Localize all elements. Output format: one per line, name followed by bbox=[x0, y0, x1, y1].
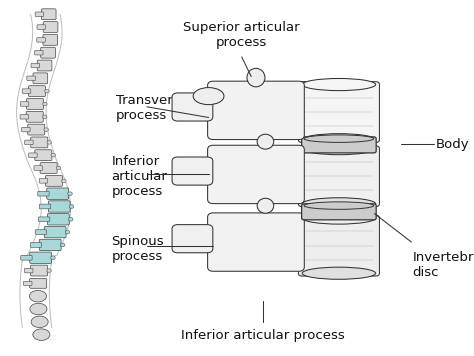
Ellipse shape bbox=[257, 198, 274, 213]
Ellipse shape bbox=[31, 316, 48, 328]
FancyBboxPatch shape bbox=[21, 127, 30, 132]
FancyBboxPatch shape bbox=[27, 124, 45, 135]
Text: Invertebral
disc: Invertebral disc bbox=[412, 251, 474, 279]
FancyBboxPatch shape bbox=[30, 265, 47, 276]
FancyBboxPatch shape bbox=[41, 9, 56, 20]
Ellipse shape bbox=[304, 202, 374, 209]
FancyBboxPatch shape bbox=[39, 179, 48, 183]
Ellipse shape bbox=[47, 269, 51, 272]
FancyBboxPatch shape bbox=[299, 82, 379, 142]
FancyBboxPatch shape bbox=[299, 146, 379, 206]
Ellipse shape bbox=[69, 205, 74, 208]
FancyBboxPatch shape bbox=[30, 252, 52, 263]
Ellipse shape bbox=[68, 192, 72, 195]
Text: Spinous
process: Spinous process bbox=[111, 235, 164, 263]
FancyBboxPatch shape bbox=[26, 111, 43, 122]
Ellipse shape bbox=[302, 198, 375, 210]
FancyBboxPatch shape bbox=[43, 35, 58, 45]
FancyBboxPatch shape bbox=[35, 150, 52, 161]
Ellipse shape bbox=[65, 230, 70, 234]
Ellipse shape bbox=[51, 256, 55, 260]
FancyBboxPatch shape bbox=[35, 12, 44, 16]
FancyBboxPatch shape bbox=[44, 226, 66, 238]
FancyBboxPatch shape bbox=[47, 188, 69, 199]
FancyBboxPatch shape bbox=[301, 137, 376, 153]
FancyBboxPatch shape bbox=[24, 268, 33, 273]
Ellipse shape bbox=[45, 89, 49, 93]
FancyBboxPatch shape bbox=[22, 89, 31, 93]
FancyBboxPatch shape bbox=[301, 204, 376, 220]
FancyBboxPatch shape bbox=[27, 76, 36, 80]
Ellipse shape bbox=[193, 88, 224, 105]
FancyBboxPatch shape bbox=[35, 230, 46, 235]
Ellipse shape bbox=[68, 218, 73, 221]
FancyBboxPatch shape bbox=[28, 153, 37, 157]
Ellipse shape bbox=[42, 115, 47, 119]
FancyBboxPatch shape bbox=[21, 255, 32, 260]
Ellipse shape bbox=[29, 290, 46, 302]
Ellipse shape bbox=[33, 329, 50, 340]
FancyBboxPatch shape bbox=[172, 93, 213, 121]
FancyBboxPatch shape bbox=[28, 86, 46, 96]
FancyBboxPatch shape bbox=[37, 38, 46, 42]
Ellipse shape bbox=[302, 267, 375, 279]
Ellipse shape bbox=[257, 134, 274, 149]
Ellipse shape bbox=[43, 102, 47, 106]
FancyBboxPatch shape bbox=[39, 239, 61, 251]
FancyBboxPatch shape bbox=[299, 215, 379, 276]
FancyBboxPatch shape bbox=[35, 51, 43, 55]
FancyBboxPatch shape bbox=[31, 63, 39, 68]
FancyBboxPatch shape bbox=[31, 137, 48, 148]
FancyBboxPatch shape bbox=[37, 60, 52, 71]
Ellipse shape bbox=[47, 141, 52, 144]
FancyBboxPatch shape bbox=[38, 191, 49, 196]
FancyBboxPatch shape bbox=[34, 166, 43, 170]
FancyBboxPatch shape bbox=[43, 22, 58, 32]
Ellipse shape bbox=[44, 128, 48, 131]
FancyBboxPatch shape bbox=[41, 47, 55, 58]
FancyBboxPatch shape bbox=[48, 201, 70, 212]
FancyBboxPatch shape bbox=[47, 214, 69, 225]
Ellipse shape bbox=[247, 68, 265, 87]
FancyBboxPatch shape bbox=[172, 225, 213, 253]
FancyBboxPatch shape bbox=[24, 281, 32, 286]
FancyBboxPatch shape bbox=[33, 73, 48, 84]
Text: Body: Body bbox=[436, 138, 470, 151]
Text: Transverse
process: Transverse process bbox=[116, 94, 188, 122]
FancyBboxPatch shape bbox=[30, 242, 42, 247]
Ellipse shape bbox=[62, 179, 66, 183]
FancyBboxPatch shape bbox=[37, 25, 46, 29]
Ellipse shape bbox=[304, 135, 374, 142]
Ellipse shape bbox=[30, 303, 47, 315]
FancyBboxPatch shape bbox=[27, 99, 44, 109]
Text: Inferior articular process: Inferior articular process bbox=[181, 329, 345, 342]
FancyBboxPatch shape bbox=[40, 163, 57, 173]
Text: Superior articular
process: Superior articular process bbox=[183, 21, 300, 49]
FancyBboxPatch shape bbox=[20, 102, 29, 106]
Ellipse shape bbox=[51, 153, 55, 157]
FancyBboxPatch shape bbox=[46, 176, 63, 186]
Ellipse shape bbox=[60, 243, 65, 247]
FancyBboxPatch shape bbox=[38, 217, 50, 222]
FancyBboxPatch shape bbox=[30, 278, 47, 288]
FancyBboxPatch shape bbox=[208, 213, 304, 271]
FancyBboxPatch shape bbox=[39, 204, 51, 209]
FancyBboxPatch shape bbox=[25, 140, 33, 145]
Ellipse shape bbox=[302, 78, 375, 91]
FancyBboxPatch shape bbox=[208, 145, 304, 204]
FancyBboxPatch shape bbox=[172, 157, 213, 185]
Text: Inferior
articular
process: Inferior articular process bbox=[111, 155, 167, 198]
Ellipse shape bbox=[56, 166, 61, 170]
FancyBboxPatch shape bbox=[208, 81, 304, 140]
Ellipse shape bbox=[302, 212, 375, 224]
Ellipse shape bbox=[302, 134, 375, 146]
Ellipse shape bbox=[302, 142, 375, 155]
FancyBboxPatch shape bbox=[20, 115, 28, 119]
